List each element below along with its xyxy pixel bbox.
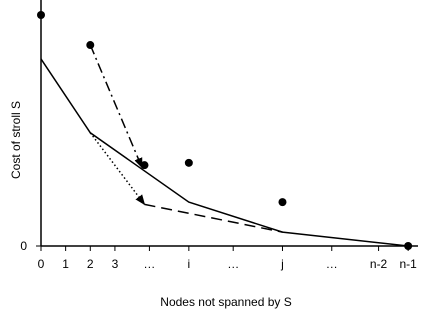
scatter-point [184,158,193,167]
y-axis-title: Cost of stroll S [9,101,23,179]
x-tick-label: i [188,257,191,271]
x-tick-label: … [143,257,155,271]
scatter-point [278,198,287,207]
dashed-line [144,203,283,233]
x-tick-label: n-1 [399,257,417,271]
x-tick-label: … [326,257,338,271]
solid-cost-line [40,58,409,247]
x-tick-label: j [280,257,284,271]
scatter-point [37,11,45,19]
scatter-point [140,161,149,170]
scatter-point [86,41,95,50]
dotted-arrow [89,132,146,206]
x-tick-label: 3 [112,257,119,271]
x-tick-label: 2 [87,257,94,271]
dash-dot-arrow [89,44,143,169]
x-axis-title: Nodes not spanned by S [160,295,291,309]
x-tick-label: 1 [62,257,69,271]
x-tick-label: 0 [38,257,45,271]
x-tick-label: n-2 [370,257,388,271]
x-tick-label: … [227,257,239,271]
y-tick-label: 0 [20,239,27,253]
